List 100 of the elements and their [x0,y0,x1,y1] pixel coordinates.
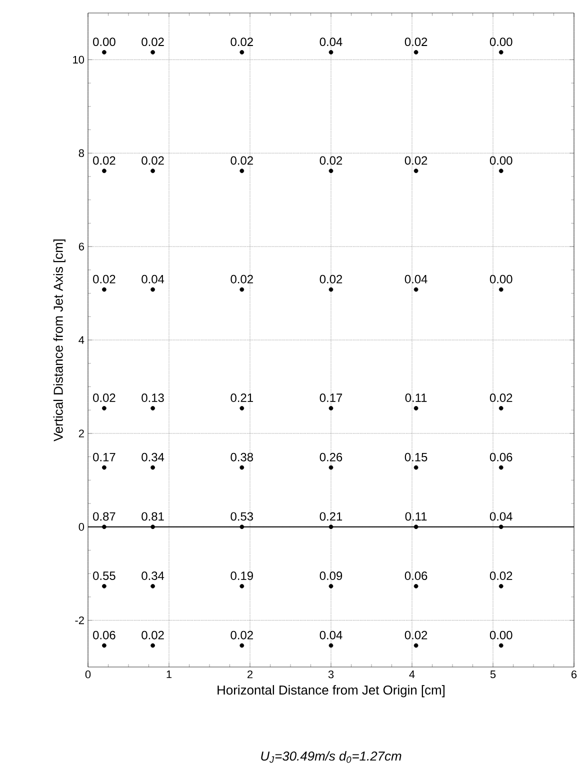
point [240,287,244,292]
annotation: 0.11 [405,512,427,521]
annotation: 0.15 [404,452,428,462]
annotation: 0.04 [142,274,164,284]
point [328,524,334,530]
annotation: 0.81 [142,512,164,521]
annotation: 0.02 [320,156,342,165]
point [240,584,244,588]
point [328,168,334,174]
point [414,465,418,470]
x-tick-label: 3 [328,670,334,678]
annotation: 0.34 [142,452,164,462]
point [414,406,418,410]
annotation: 0.02 [490,572,512,580]
x-tick-label: 5 [490,670,496,678]
y-tick-label: 4 [78,336,84,344]
point [240,406,244,410]
annotation: 0.17 [320,394,342,402]
annotation: 0.06 [404,572,428,580]
y-tick-label: 8 [78,149,84,158]
annotation: 0.55 [93,572,116,580]
x-tick-label: 0 [85,670,91,678]
point [150,465,155,470]
point [498,643,504,648]
point [102,465,106,470]
annotation: 0.00 [490,156,512,165]
point [414,584,418,588]
annotation: 0.04 [320,38,342,46]
point [240,643,244,648]
annotation: 0.04 [320,630,342,640]
text: U$_{J}$=30.49m/s d$_{0}$=1.27cm [261,751,402,763]
point [102,50,106,54]
x-tick-label: 1 [166,670,172,678]
point [150,643,155,648]
annotation: 0.09 [320,572,342,580]
point [498,168,504,174]
annotation: 0.02 [230,274,253,284]
x-tick-label: 6 [572,670,577,678]
y-tick-label: 10 [73,56,84,64]
annotation: 0.02 [142,156,164,165]
point [240,168,244,174]
x-tick-label: 4 [409,670,415,678]
annotation: 0.53 [230,512,254,521]
point [240,50,244,54]
x-tick-label: 2 [248,670,252,678]
annotation: 0.26 [320,452,342,462]
point [150,406,155,410]
annotation: 0.13 [142,394,164,402]
annotation: 0.02 [142,630,164,640]
point [498,584,504,588]
annotation: 0.11 [405,394,427,402]
point [102,287,106,292]
point [498,465,504,470]
annotation: 0.00 [490,630,512,640]
annotation: 0.87 [93,512,116,521]
annotation: 0.19 [230,572,253,580]
point [414,524,418,530]
point [328,50,334,54]
point [414,643,418,648]
y-tick-label: 0 [78,522,84,531]
point [328,406,334,410]
annotation: 0.02 [404,156,428,165]
point [240,524,244,530]
annotation: 0.02 [490,394,512,402]
annotation: 0.02 [404,630,428,640]
point [328,465,334,470]
annotation: 0.06 [93,630,116,640]
y-tick-label: 6 [78,242,84,250]
point [150,524,155,530]
point [102,168,106,174]
point [240,465,244,470]
annotation: 0.02 [93,156,116,165]
annotation: 0.00 [490,274,512,284]
annotation: 0.21 [320,512,342,521]
y-tick-label: 2 [78,430,84,438]
point [150,168,155,174]
point [498,287,504,292]
annotation: 0.02 [142,38,164,46]
annotation: 0.02 [320,274,342,284]
annotation: 0.02 [93,274,116,284]
annotation: 0.38 [230,452,254,462]
annotation: 0.21 [230,394,253,402]
annotation: 0.17 [93,452,116,462]
point [414,287,418,292]
annotation: 0.34 [142,572,164,580]
point [150,50,155,54]
y-tick-label: -2 [75,616,84,624]
point [102,584,106,588]
point [102,406,106,410]
annotation: 0.00 [93,38,116,46]
annotation: 0.02 [230,38,253,46]
point [102,643,106,648]
point [150,584,155,588]
point [414,168,418,174]
annotation: 0.00 [490,38,512,46]
point [498,50,504,54]
annotation: 0.02 [93,394,116,402]
point [328,643,334,648]
annotation: 0.02 [230,156,253,165]
annotation: 0.06 [490,452,512,462]
